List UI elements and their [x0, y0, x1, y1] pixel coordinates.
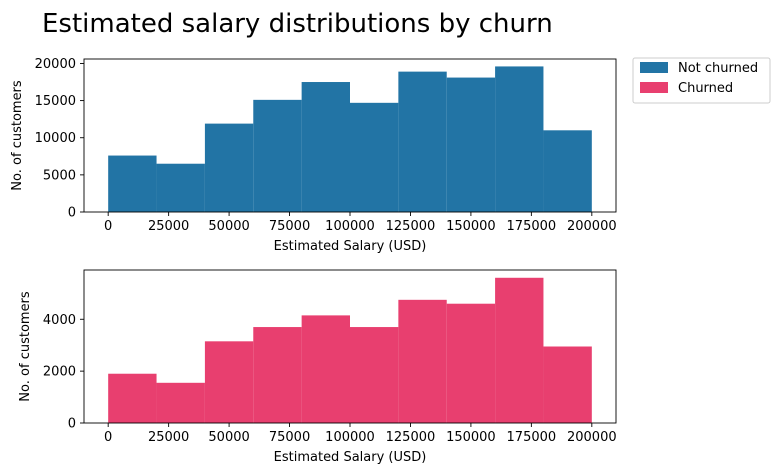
x-tick-label: 150000 — [446, 430, 496, 445]
bar-3 — [253, 327, 302, 423]
bar-5 — [350, 102, 399, 212]
legend-label-not-churned: Not churned — [678, 61, 758, 76]
bar-8 — [495, 277, 544, 423]
y-tick-label: 2000 — [43, 365, 76, 380]
x-tick-label: 50000 — [208, 430, 249, 445]
bar-6 — [398, 299, 447, 423]
legend-label-churned: Churned — [678, 81, 733, 96]
x-axis-label: Estimated Salary (USD) — [274, 239, 427, 254]
x-axis-label: Estimated Salary (USD) — [274, 450, 427, 465]
bar-3 — [253, 99, 302, 212]
bar-6 — [398, 71, 447, 212]
histogram-churned: 0 25000 50000 75000 100000 125000 150000 175000… — [18, 269, 617, 465]
bar-1 — [156, 163, 205, 212]
x-tick-label: 25000 — [148, 430, 189, 445]
y-axis-label: No. of customers — [18, 291, 33, 402]
x-tick-label: 200000 — [567, 219, 617, 234]
x-tick-label: 100000 — [325, 430, 375, 445]
x-tick-label: 0 — [104, 219, 112, 234]
x-tick-label: 125000 — [386, 430, 436, 445]
histogram-not-churned: 0 25000 50000 75000 100000 125000 150000 175000… — [10, 57, 617, 254]
x-tick-label: 150000 — [446, 219, 496, 234]
x-tick-label: 25000 — [148, 219, 189, 234]
y-tick-label: 0 — [68, 206, 76, 221]
x-tick-label: 50000 — [208, 219, 249, 234]
legend-swatch-not-churned — [640, 62, 668, 73]
bar-0 — [108, 155, 157, 212]
legend: Not churned Churned — [632, 57, 771, 104]
x-tick-label: 200000 — [567, 430, 617, 445]
x-tick-label: 125000 — [386, 219, 436, 234]
bar-9 — [543, 346, 592, 423]
bar-0 — [108, 373, 157, 423]
bar-2 — [204, 341, 254, 423]
x-tick-label: 0 — [104, 430, 112, 445]
bar-8 — [495, 66, 544, 212]
bar-2 — [204, 123, 254, 212]
bar-4 — [301, 82, 350, 213]
x-tick-label: 175000 — [507, 430, 557, 445]
x-tick-label: 100000 — [325, 219, 375, 234]
y-axis-label: No. of customers — [10, 80, 25, 191]
legend-swatch-churned — [640, 82, 668, 93]
x-tick-label: 175000 — [507, 219, 557, 234]
x-tick-label: 75000 — [269, 219, 310, 234]
y-tick-label: 5000 — [43, 168, 76, 183]
bar-1 — [156, 382, 205, 423]
y-tick-label: 15000 — [35, 94, 76, 109]
chart-title: Estimated salary distributions by churn — [42, 9, 553, 39]
bar-4 — [301, 315, 350, 423]
x-tick-label: 75000 — [269, 430, 310, 445]
bar-9 — [543, 130, 592, 212]
y-tick-label: 4000 — [43, 313, 76, 328]
bar-7 — [446, 77, 496, 212]
y-tick-label: 20000 — [35, 57, 76, 72]
bar-7 — [446, 303, 496, 423]
y-tick-label: 0 — [68, 417, 76, 432]
bar-5 — [350, 327, 399, 423]
y-tick-label: 10000 — [35, 131, 76, 146]
